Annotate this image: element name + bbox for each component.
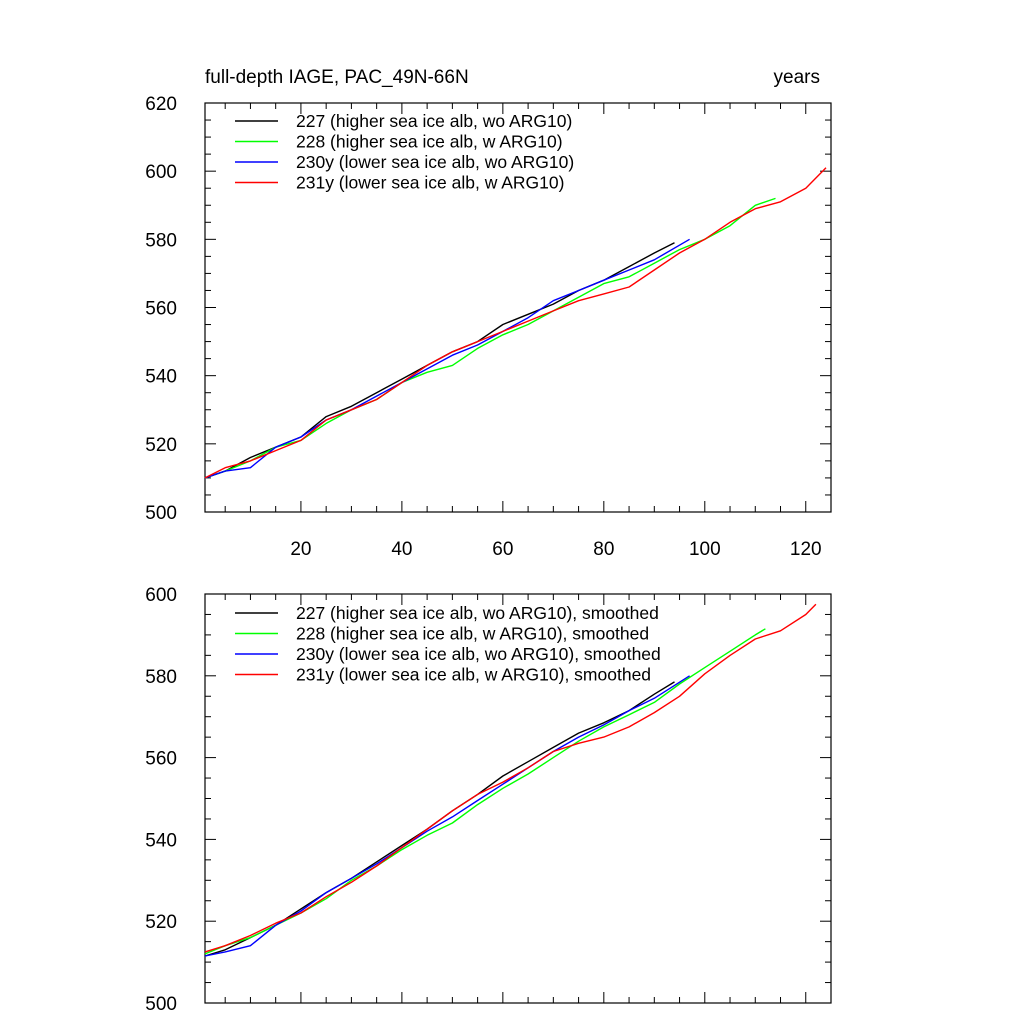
chart1-x-tick-label: 100: [689, 539, 721, 560]
chart2-y-tick-label: 500: [145, 994, 177, 1015]
chart2-series-line-4: [204, 603, 817, 953]
chart1-y-tick-label: 520: [145, 435, 177, 456]
chart2-legend-label-2: 228 (higher sea ice alb, w ARG10), smoot…: [296, 624, 649, 644]
chart1-y-tick-label: 620: [145, 94, 177, 115]
chart2-series-line-1: [204, 681, 675, 957]
chart2-y-tick-label: 600: [145, 585, 177, 606]
chart1-y-tick-label: 600: [145, 162, 177, 183]
chart1-series-line-4: [204, 167, 827, 479]
chart2-y-tick-label: 520: [145, 912, 177, 933]
chart2-series-line-3: [204, 675, 690, 957]
bottom-chart-panel: 500 520 540 560 580 600 227 (higher sea ice al…: [145, 585, 832, 1015]
chart1-legend-label-4: 231y (lower sea ice alb, w ARG10): [296, 173, 564, 193]
chart1-y-tick-label: 560: [145, 299, 177, 320]
chart1-x-tick-label: 40: [391, 539, 412, 560]
chart1-legend-label-3: 230y (lower sea ice alb, wo ARG10): [296, 152, 574, 172]
chart1-series-line-3: [204, 238, 690, 479]
chart2-y-tick-label: 560: [145, 749, 177, 770]
chart2-legend-label-3: 230y (lower sea ice alb, wo ARG10), smoo…: [296, 644, 661, 664]
chart2-y-tick-label: 580: [145, 667, 177, 688]
top-chart-panel: full-depth IAGE, PAC_49N-66N years 500 52…: [145, 67, 832, 560]
chart2-legend-label-1: 227 (higher sea ice alb, wo ARG10), smoo…: [296, 603, 659, 623]
chart2-legend-label-4: 231y (lower sea ice alb, w ARG10), smoot…: [296, 665, 651, 685]
chart1-x-tick-label: 20: [290, 539, 311, 560]
chart1-series-line-1: [204, 242, 675, 479]
chart1-legend-label-1: 227 (higher sea ice alb, wo ARG10): [296, 111, 572, 131]
chart1-x-tick-label: 80: [593, 539, 614, 560]
chart1-y-tick-label: 500: [145, 503, 177, 524]
chart2-y-tick-label: 540: [145, 830, 177, 851]
chart1-y-tick-label: 540: [145, 367, 177, 388]
chart-title-left: full-depth IAGE, PAC_49N-66N: [205, 67, 469, 88]
chart-title-right: years: [774, 67, 820, 88]
chart1-x-tick-label: 60: [492, 539, 513, 560]
chart1-y-tick-label: 580: [145, 230, 177, 251]
chart1-x-tick-label: 120: [790, 539, 822, 560]
chart1-legend-label-2: 228 (higher sea ice alb, w ARG10): [296, 132, 563, 152]
